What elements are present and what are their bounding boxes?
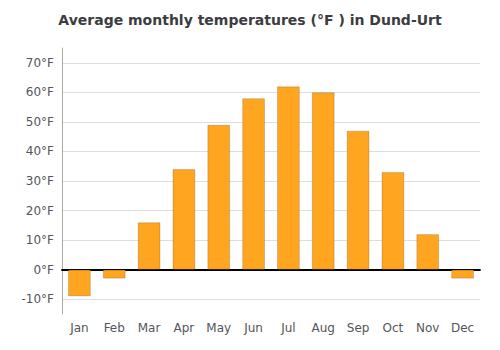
svg-text:70°F: 70°F xyxy=(26,56,54,70)
svg-text:Jun: Jun xyxy=(243,321,263,335)
svg-text:Mar: Mar xyxy=(138,321,161,335)
svg-text:Average monthly temperatures (: Average monthly temperatures (°F ) in Du… xyxy=(58,12,442,28)
svg-text:30°F: 30°F xyxy=(26,174,54,188)
svg-text:50°F: 50°F xyxy=(26,115,54,129)
svg-text:0°F: 0°F xyxy=(33,263,54,277)
svg-text:Apr: Apr xyxy=(174,321,195,335)
svg-text:Aug: Aug xyxy=(312,321,335,335)
svg-text:20°F: 20°F xyxy=(26,204,54,218)
svg-text:Sep: Sep xyxy=(347,321,370,335)
svg-text:Feb: Feb xyxy=(104,321,125,335)
svg-text:Nov: Nov xyxy=(416,321,439,335)
svg-text:-10°F: -10°F xyxy=(21,292,54,306)
svg-text:May: May xyxy=(206,321,231,335)
svg-text:10°F: 10°F xyxy=(26,233,54,247)
svg-text:Jul: Jul xyxy=(280,321,295,335)
svg-text:Jan: Jan xyxy=(69,321,89,335)
svg-text:40°F: 40°F xyxy=(26,144,54,158)
svg-text:60°F: 60°F xyxy=(26,85,54,99)
svg-text:Dec: Dec xyxy=(451,321,474,335)
svg-text:Oct: Oct xyxy=(383,321,404,335)
